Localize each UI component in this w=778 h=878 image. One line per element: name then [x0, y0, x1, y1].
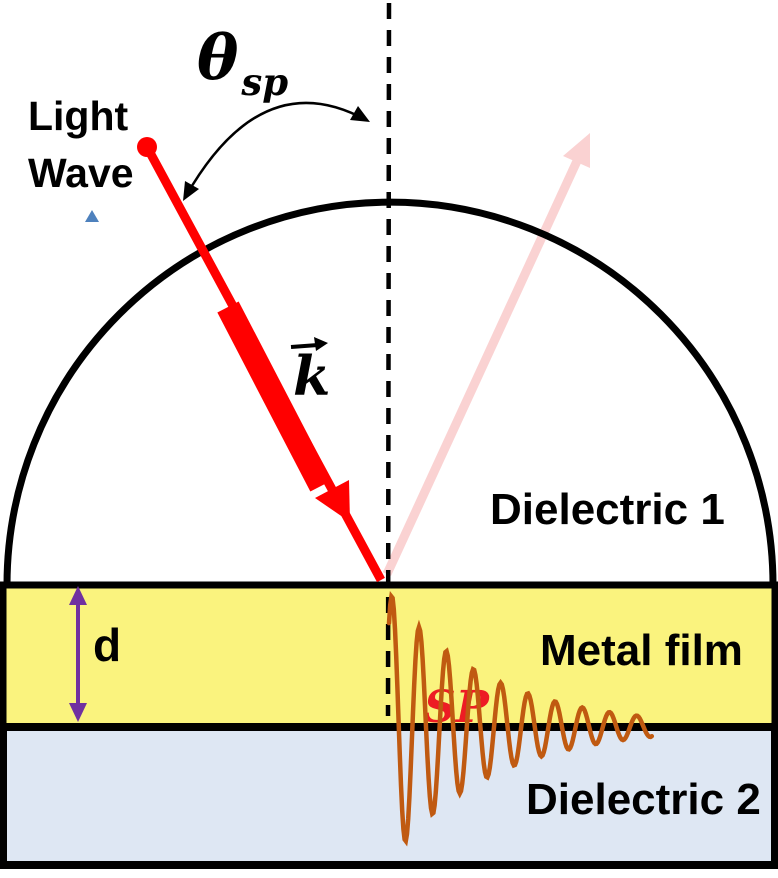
thickness-label: d [93, 619, 122, 671]
pointer-triangle-icon [85, 210, 99, 222]
angle-arc-arrowhead-right [350, 106, 370, 122]
thickness-arrowhead-bottom [69, 703, 87, 722]
dielectric2-label: Dielectric 2 [526, 775, 761, 824]
sp-wave [386, 591, 655, 847]
incident-ray-thick-segment [217, 301, 332, 492]
wave-vector-label: k [293, 344, 331, 408]
light-wave-label: Light Wave [28, 93, 134, 196]
theta-subscript: sp [241, 60, 289, 104]
dielectric2-layer [0, 723, 778, 869]
incident-ray-arrowhead [315, 480, 350, 522]
reflected-ray [382, 159, 582, 576]
metal-film-label: Metal film [540, 626, 743, 675]
k-vector-overline-arrowhead [314, 337, 328, 351]
angle-arc-arrow [184, 101, 367, 197]
theta-symbol: θ [197, 21, 239, 94]
normal-dashed-line [385, 2, 392, 717]
dielectric1-label: Dielectric 1 [490, 485, 725, 534]
reflected-ray-arrowhead [563, 133, 590, 168]
incidence-angle-label: θsp [197, 2, 288, 104]
angle-arc-arrowhead-left [183, 181, 199, 201]
thickness-arrowhead-top [69, 586, 87, 605]
k-vector-overline [290, 343, 319, 349]
